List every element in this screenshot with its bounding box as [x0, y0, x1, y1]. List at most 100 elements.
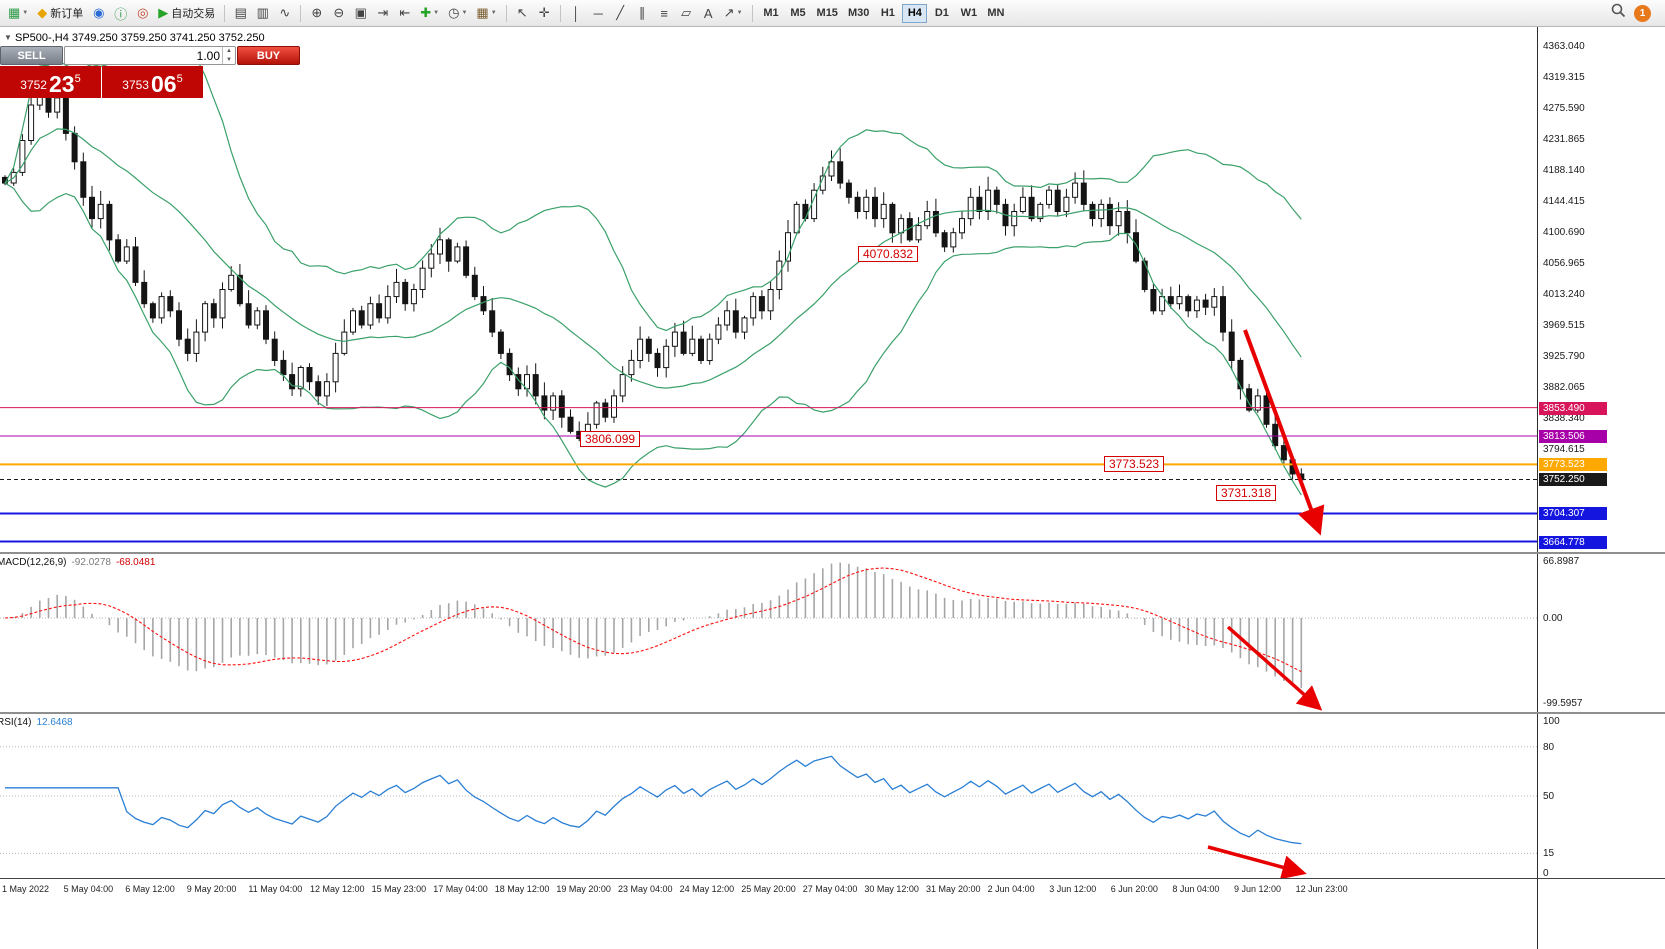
bar-chart-button[interactable]: ▤	[230, 3, 251, 24]
tile-windows-button[interactable]: ▣	[350, 3, 371, 24]
shapes-icon: ▱	[681, 5, 692, 20]
main-toolbar: ▦ ▼ ◆ 新订单 ◉ ⓘ ◎ ▶ 自动交易 ▤ ▥ ∿ ⊕ ⊖ ▣ ⇥ ⇤ ✚ ▼ ◷…	[0, 0, 1665, 27]
vertical-line-icon: │	[572, 5, 581, 21]
rsi-axis-label: 80	[1543, 741, 1555, 753]
auto-trading-button[interactable]: ▶ 自动交易	[154, 3, 219, 24]
horizontal-line-button[interactable]: ─	[588, 3, 609, 24]
price-scale-label: 4363.040	[1543, 41, 1585, 53]
buy-button[interactable]: BUY	[237, 46, 300, 65]
zoom-out-button[interactable]: ⊖	[328, 3, 349, 24]
search-icon[interactable]	[1611, 3, 1626, 23]
macd-label: MACD(12,26,9) -92.0278 -68.0481	[0, 557, 155, 568]
time-axis-label: 11 May 04:00	[248, 884, 303, 894]
toolbar-separator	[300, 4, 302, 22]
template-icon: ▦	[476, 5, 489, 20]
macd-canvas[interactable]	[0, 554, 1537, 712]
market-watch-button[interactable]: ◉	[88, 3, 109, 24]
panel-splitter[interactable]	[0, 552, 1665, 554]
arrows-tool-button[interactable]: ↗ ▼	[720, 3, 747, 24]
price-scale[interactable]: 4363.040 4319.315 4275.590 4231.865 4188.140…	[1537, 27, 1665, 949]
price-annotation: 3773.523	[1104, 456, 1165, 472]
sell-button[interactable]: SELL	[0, 46, 63, 65]
zoom-in-button[interactable]: ⊕	[306, 3, 327, 24]
notification-badge[interactable]: 1	[1634, 4, 1651, 22]
timeframe-h4-button[interactable]: H4	[902, 3, 928, 23]
rsi-canvas[interactable]	[0, 714, 1537, 880]
sell-price-button[interactable]: 3752 23 5	[0, 66, 101, 98]
buy-price-button[interactable]: 3753 06 5	[102, 66, 203, 98]
time-axis-label: 8 Jun 04:00	[1172, 884, 1220, 894]
volume-up-icon[interactable]: ▲	[226, 48, 232, 54]
time-axis-label: 30 May 12:00	[864, 884, 919, 894]
rsi-panel[interactable]: RSI(14) 12.6468	[0, 714, 1537, 880]
fibonacci-button[interactable]: ≡	[654, 3, 675, 24]
time-axis[interactable]: 1 May 2022 5 May 04:00 6 May 12:00 9 May 20…	[0, 880, 1537, 900]
trendline-button[interactable]: ╱	[610, 3, 631, 24]
crosshair-button[interactable]: ✛	[534, 3, 555, 24]
indicators-button[interactable]: ✚ ▼	[416, 3, 443, 24]
macd-axis-label: 0.00	[1543, 613, 1563, 624]
timeframe-group: M1 M5 M15 M30 H1 H4 D1 W1 MN	[758, 3, 1010, 23]
new-order-button[interactable]: ◆ 新订单	[33, 3, 87, 24]
new-chart-button[interactable]: ▦ ▼	[4, 3, 32, 24]
line-chart-button[interactable]: ∿	[274, 3, 295, 24]
vertical-line-button[interactable]: │	[566, 3, 587, 24]
timeframe-m15-button[interactable]: M15	[816, 7, 838, 19]
candlestick-icon: ▥	[256, 5, 269, 20]
chart-title: SP500-,H4 3749.250 3759.250 3741.250 375…	[15, 32, 265, 44]
volume-stepper: ▲ ▼	[222, 47, 235, 64]
time-axis-label: 6 May 12:00	[125, 884, 175, 894]
price-scale-label: 3882.065	[1543, 382, 1585, 394]
timeframe-m5-button[interactable]: M5	[790, 7, 806, 19]
price-tag: 3853.490	[1539, 401, 1607, 415]
horizontal-line-icon: ─	[593, 5, 603, 21]
sell-price-main: 23	[48, 71, 75, 97]
candlestick-chart-button[interactable]: ▥	[252, 3, 273, 24]
timeframe-d1-button[interactable]: D1	[934, 7, 949, 19]
price-scale-label: 4319.315	[1543, 72, 1585, 84]
data-window-button[interactable]: ⓘ	[110, 3, 131, 24]
shapes-button[interactable]: ▱	[676, 3, 697, 24]
price-annotation: 3806.099	[580, 431, 641, 447]
chart-icon: ▦	[8, 5, 21, 20]
time-axis-label: 17 May 04:00	[433, 884, 488, 894]
timeframe-mn-button[interactable]: MN	[987, 7, 1005, 19]
time-axis-label: 19 May 20:00	[556, 884, 611, 894]
chevron-down-icon: ▼	[461, 10, 468, 16]
volume-down-icon[interactable]: ▼	[226, 56, 232, 63]
cursor-button[interactable]: ↖	[512, 3, 533, 24]
timeframe-h1-button[interactable]: H1	[880, 7, 895, 19]
auto-scroll-button[interactable]: ⇥	[372, 3, 393, 24]
chart-shift-button[interactable]: ⇤	[394, 3, 415, 24]
price-scale-label: 4275.590	[1543, 103, 1585, 115]
macd-axis-label: -99.5957	[1543, 697, 1583, 709]
chevron-down-icon: ▼	[22, 10, 29, 16]
zoom-in-icon: ⊕	[311, 5, 323, 20]
macd-name: MACD(12,26,9)	[0, 557, 67, 568]
add-indicator-icon: ✚	[420, 5, 432, 20]
main-chart[interactable]: ▼ SP500-,H4 3749.250 3759.250 3741.250 3…	[0, 27, 1537, 552]
macd-main-value: -92.0278	[71, 557, 111, 568]
price-scale-label: 3969.515	[1543, 320, 1585, 332]
new-order-label: 新订单	[50, 8, 84, 20]
timeframe-m30-button[interactable]: M30	[847, 7, 870, 19]
channel-button[interactable]: ∥	[632, 3, 653, 24]
volume-input[interactable]	[65, 48, 222, 63]
timeframe-w1-button[interactable]: W1	[960, 7, 978, 19]
price-scale-label: 3838.340	[1543, 413, 1585, 425]
strategy-tester-button[interactable]: ◎	[132, 3, 153, 24]
periods-button[interactable]: ◷ ▼	[444, 3, 471, 24]
price-chart-canvas[interactable]	[0, 27, 1537, 552]
panel-splitter[interactable]	[0, 712, 1665, 714]
rsi-axis-label: 15	[1543, 848, 1555, 860]
text-tool-button[interactable]: A	[698, 3, 719, 24]
time-axis-label: 6 Jun 20:00	[1110, 884, 1158, 894]
one-click-collapse-arrow[interactable]: ▼	[4, 33, 12, 42]
time-axis-label: 5 May 04:00	[63, 884, 114, 894]
templates-button[interactable]: ▦ ▼	[472, 3, 500, 24]
timeframe-m1-button[interactable]: M1	[763, 7, 779, 19]
price-scale-label: 4013.240	[1543, 289, 1585, 301]
chevron-down-icon: ▼	[433, 10, 440, 16]
macd-panel[interactable]: MACD(12,26,9) -92.0278 -68.0481	[0, 554, 1537, 712]
time-axis-label: 31 May 20:00	[926, 884, 981, 894]
